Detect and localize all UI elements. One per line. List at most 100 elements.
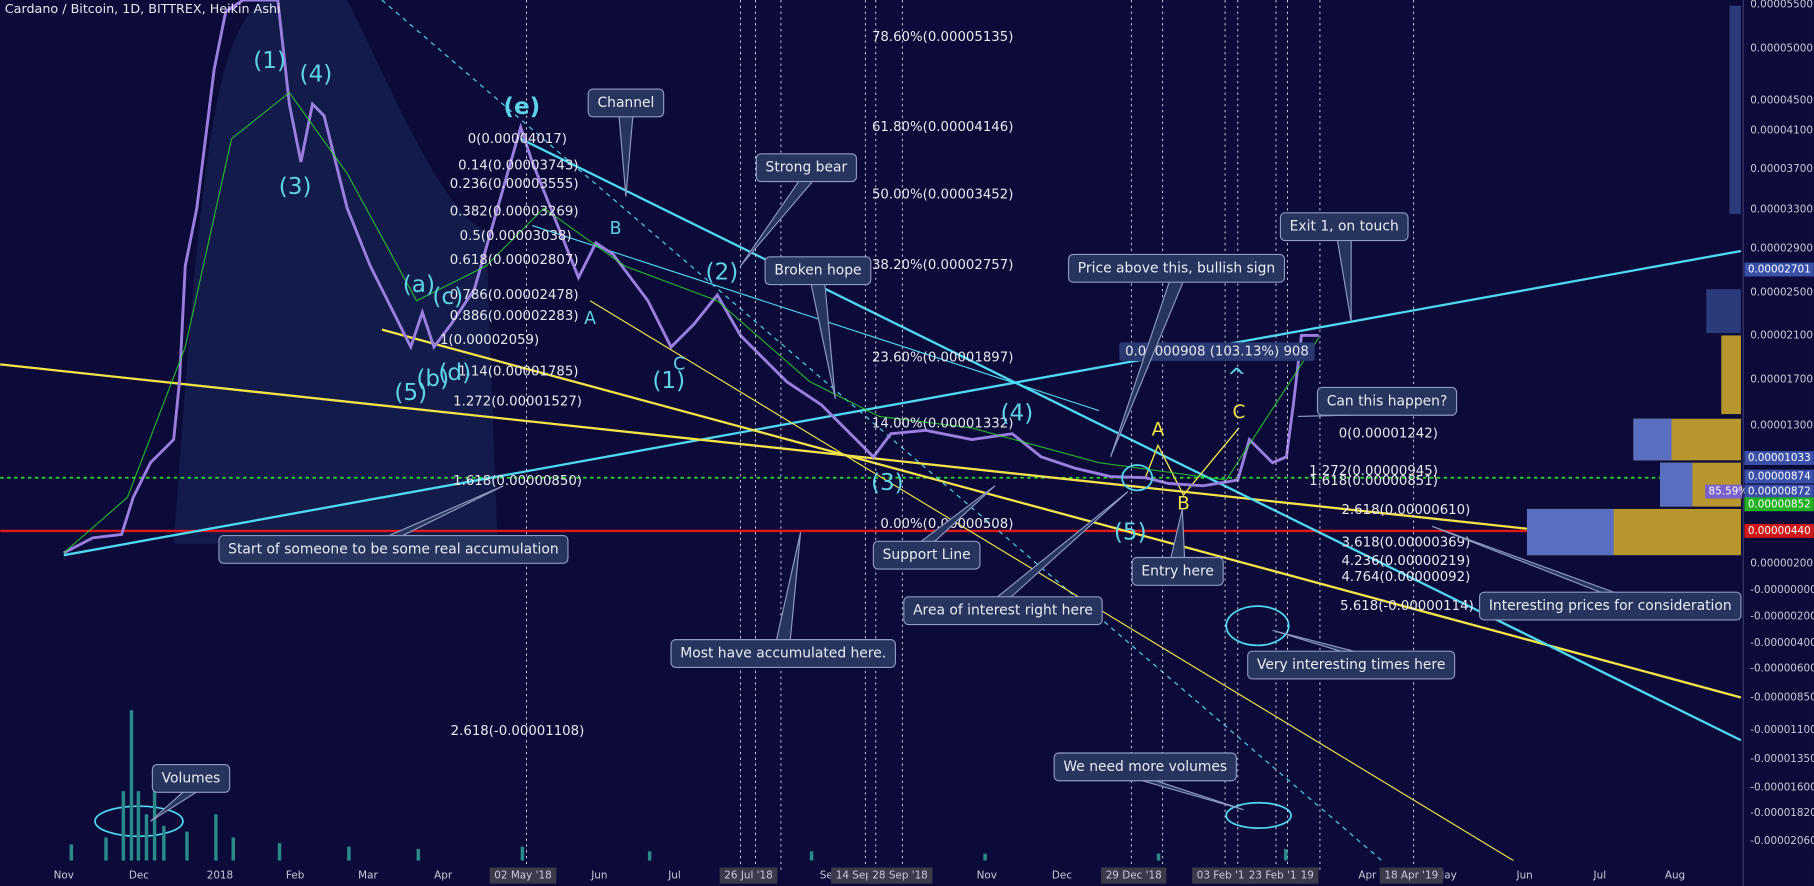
callout-pointer (386, 485, 504, 538)
price-tag-label: 0.00001033 (1748, 452, 1811, 464)
price-axis-label: -0.00001350 (1750, 753, 1814, 765)
fib-level: 61.80%(0.00004146) (872, 120, 1013, 135)
price-axis-label: 0.00002100 (1750, 329, 1813, 341)
callout-text: Strong bear (766, 160, 848, 176)
date-tag-bg (489, 867, 557, 884)
date-tag: 28 Sep '18 (872, 870, 928, 882)
callout-pointer (1110, 280, 1184, 458)
wave-label: B (610, 219, 622, 239)
callout-pointer (1138, 779, 1244, 811)
time-axis-label: Nov (54, 870, 74, 882)
price-axis-label: 0.00003300 (1750, 203, 1813, 215)
volume-bar (231, 837, 235, 861)
date-tag: 23 Feb '19 (1249, 870, 1303, 882)
callout: Price above this, bullish sign (1067, 253, 1286, 458)
volume-bar (214, 814, 218, 861)
time-axis-label: 2018 (207, 870, 233, 882)
callout: Broken hope (764, 256, 872, 400)
callout: Most have accumulated here. (670, 531, 896, 668)
date-tag: 18 Apr '19 (1384, 870, 1438, 882)
wave-label: (4) (300, 62, 333, 88)
volume-bar (1284, 848, 1288, 861)
volume-bar (144, 814, 149, 861)
date-tag: 14 Sep (836, 870, 873, 882)
ellipse (1225, 605, 1290, 647)
callout: Start of someone to be some real accumul… (218, 485, 569, 564)
callout-pointer (150, 790, 199, 822)
fib-level: 2.618(0.00000610) (1341, 503, 1470, 518)
channel-dash (381, 0, 1412, 886)
trend-cyan-2 (520, 137, 1742, 742)
price-axis-label: -0.00001820 (1750, 807, 1814, 819)
fib-level: 1(0.00002059) (440, 333, 539, 348)
abc-label: C (1232, 402, 1245, 423)
price-axis-label: -0.00000850 (1750, 691, 1814, 703)
ma-line (63, 91, 1320, 554)
price-axis-label: 0.00003700 (1750, 163, 1813, 175)
fib-level: 2.618(-0.00001108) (451, 724, 585, 739)
callout-box (1131, 556, 1224, 586)
fib-level: 23.60%(0.00001897) (872, 350, 1013, 365)
fib-level: 50.00%(0.00003452) (872, 187, 1013, 202)
volume-bar (185, 831, 189, 861)
callout-box (587, 88, 665, 118)
ellipse (1225, 801, 1292, 830)
time-axis-label: Jun (590, 870, 607, 882)
trend-thin-2 (532, 224, 1100, 412)
callout-box (1316, 386, 1458, 416)
date-tag: 29 Dec '18 (1106, 870, 1162, 882)
wave-label: (d) (438, 360, 471, 386)
callout-pointer (618, 115, 634, 197)
wave-label: (1) (652, 368, 685, 394)
fib-level: 0.236(0.00003555) (450, 177, 579, 192)
price-axis-label: -0.00000200 (1750, 610, 1814, 622)
wave-label: (c) (432, 284, 463, 310)
time-axis-label: Feb (286, 870, 305, 882)
date-tag-bg (1244, 867, 1308, 884)
time-axis-label: Apr (1358, 870, 1377, 882)
volume-bar (1156, 853, 1161, 861)
trend-yellow-2 (381, 328, 1742, 699)
wave-label: (1) (253, 48, 286, 74)
time-axis-label: Jul (1593, 870, 1607, 882)
date-tag-bg (867, 867, 933, 884)
callout-text: Most have accumulated here. (680, 646, 886, 662)
fib-level: 38.20%(0.00002757) (872, 258, 1013, 273)
callout-box (1067, 253, 1286, 283)
callout-text: We need more volumes (1063, 759, 1227, 775)
price-axis-label: 0.00002900 (1750, 243, 1813, 255)
price-axis-label: 0.00002500 (1750, 287, 1813, 299)
price-tag-label: 0.00000874 (1748, 471, 1811, 483)
price-axis-label: 0.00005000 (1750, 43, 1813, 55)
volume-bar (136, 791, 141, 861)
callout-box (1247, 650, 1456, 680)
callout-box (764, 256, 872, 286)
time-axis-label: Dec (129, 870, 149, 882)
price-tag-label: 0.00000872 (1748, 486, 1811, 498)
abc-path (1144, 427, 1240, 497)
wave-label: (3) (871, 470, 904, 496)
volume-bar (277, 843, 282, 861)
price-tag-label: 0.00000852 (1748, 498, 1811, 510)
price-axis-label: -0.00002060 (1750, 835, 1814, 847)
callout-pointer (1431, 525, 1618, 594)
callout-box (1478, 591, 1742, 621)
trend-thin (589, 300, 1516, 863)
abc-label: B (1177, 493, 1190, 514)
price-tag (1744, 451, 1814, 465)
wave-label: (5) (1114, 520, 1147, 546)
callout-box (872, 540, 981, 570)
callout-pointer (1272, 629, 1359, 653)
time-axis-label: Mar (358, 870, 378, 882)
price-axis-label: 0.00001300 (1750, 420, 1813, 432)
callout: We need more volumes (1053, 752, 1244, 811)
fib-level: 78.60%(0.00005135) (872, 30, 1013, 45)
fib-level: 0.786(0.00002478) (450, 288, 579, 303)
chart-title: Cardano / Bitcoin, 1D, BITTREX, Heikin A… (5, 1, 281, 16)
callout: Can this happen? (1297, 386, 1458, 417)
fib-level: 0.5(0.00003038) (460, 229, 572, 244)
callout-text: Channel (597, 95, 654, 111)
price-trace (63, 0, 1319, 555)
volume-bar (152, 779, 157, 861)
